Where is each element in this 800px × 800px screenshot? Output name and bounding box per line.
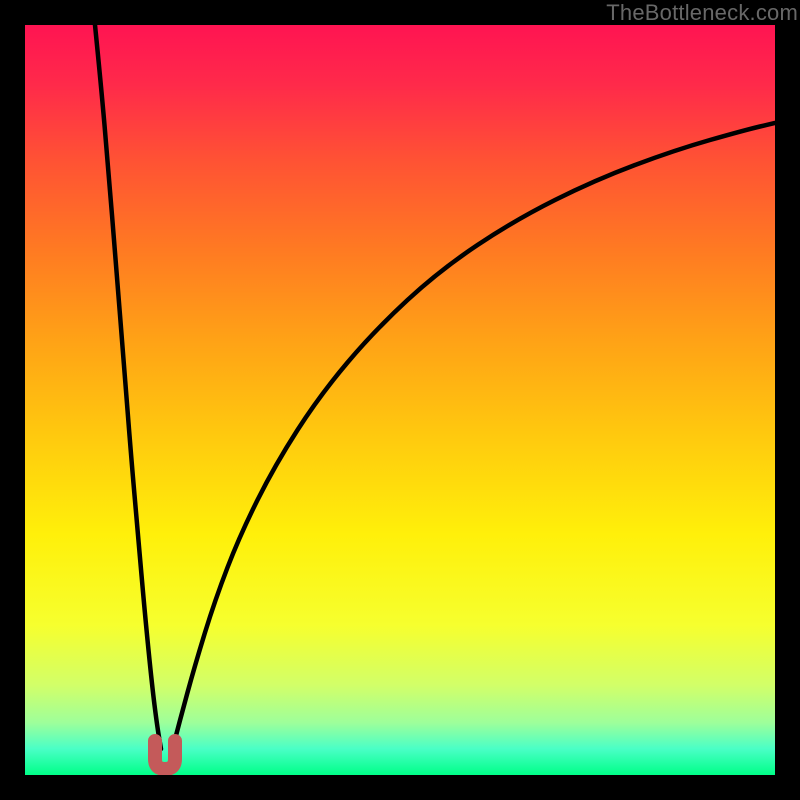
plot-svg: [0, 0, 800, 800]
watermark-text: TheBottleneck.com: [604, 0, 800, 26]
plot-background: [25, 25, 775, 775]
figure-root: TheBottleneck.com: [0, 0, 800, 800]
